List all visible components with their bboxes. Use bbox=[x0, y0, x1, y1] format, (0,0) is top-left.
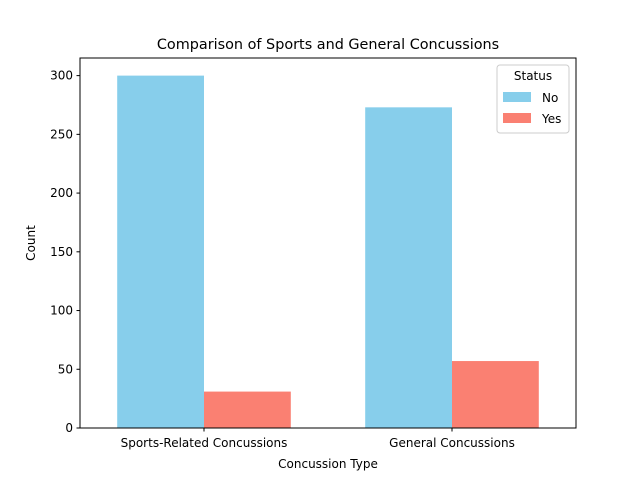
legend-label-yes: Yes bbox=[541, 112, 561, 126]
y-axis: 0 50 100 150 200 250 300 bbox=[50, 69, 80, 435]
y-axis-label: Count bbox=[24, 225, 38, 261]
legend-label-no: No bbox=[542, 91, 558, 105]
x-tick-label-sports-related-concussions: Sports-Related Concussions bbox=[121, 436, 288, 450]
legend-swatch-no bbox=[503, 92, 531, 102]
legend-swatch-yes bbox=[503, 113, 531, 123]
chart-title: Comparison of Sports and General Concuss… bbox=[157, 37, 499, 53]
x-axis-label: Concussion Type bbox=[278, 457, 378, 471]
legend-title: Status bbox=[514, 69, 552, 83]
bars-layer bbox=[117, 75, 539, 428]
y-tick-label-300: 300 bbox=[50, 69, 73, 83]
bar-yes-general-concussions bbox=[452, 361, 539, 428]
plot-frame bbox=[79, 57, 577, 429]
y-tick-label-0: 0 bbox=[65, 421, 73, 435]
legend: Status No Yes bbox=[496, 64, 570, 134]
bar-yes-sports-related-concussions bbox=[204, 391, 291, 428]
y-tick-label-50: 50 bbox=[58, 362, 73, 376]
bar-no-sports-related-concussions bbox=[117, 75, 204, 428]
x-tick-label-general-concussions: General Concussions bbox=[389, 436, 515, 450]
x-axis: Sports-Related Concussions General Concus… bbox=[121, 428, 515, 450]
y-tick-label-200: 200 bbox=[50, 186, 73, 200]
y-tick-label-100: 100 bbox=[50, 304, 73, 318]
bar-no-general-concussions bbox=[365, 107, 452, 428]
y-tick-label-150: 150 bbox=[50, 245, 73, 259]
y-tick-label-250: 250 bbox=[50, 127, 73, 141]
